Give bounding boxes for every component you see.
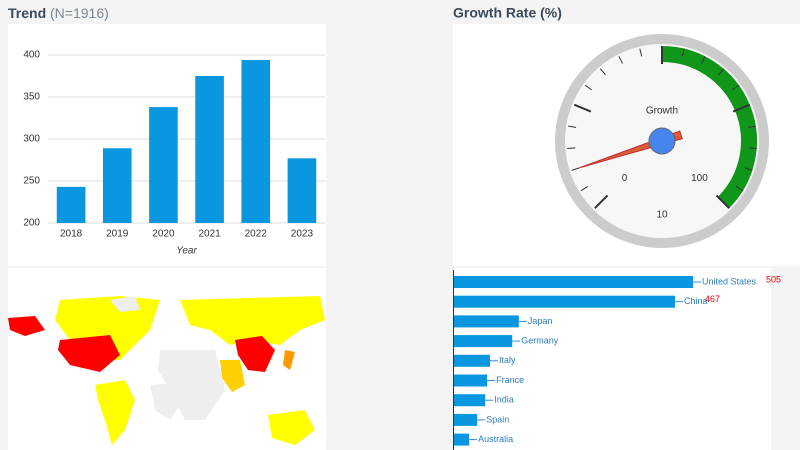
x-tick-label: 2019 — [106, 229, 129, 240]
y-tick-label: 250 — [23, 176, 40, 187]
bar — [195, 76, 224, 223]
gauge-minor-tick — [571, 167, 580, 171]
x-tick-label: 2021 — [198, 229, 221, 240]
y-tick-label: 200 — [23, 218, 40, 229]
gauge-minor-tick — [732, 103, 751, 113]
gauge-minor-tick — [701, 56, 706, 64]
gauge-minor-tick — [735, 186, 744, 192]
bar-label: India — [494, 395, 514, 405]
x-axis-label: Year — [176, 246, 197, 257]
bar — [56, 186, 86, 223]
gauge-minor-tick — [718, 68, 725, 76]
gauge-tick-label: 100 — [691, 173, 708, 184]
value-label: 505 — [766, 274, 781, 284]
value-label: 467 — [705, 294, 720, 304]
bar-label: China — [684, 296, 708, 306]
gauge-minor-tick — [748, 147, 757, 149]
gauge-minor-tick — [580, 186, 589, 192]
x-tick-label: 2018 — [60, 229, 83, 240]
gauge-minor-tick — [599, 68, 606, 76]
bar-label: Spain — [486, 414, 509, 424]
gauge-minor-tick — [747, 125, 756, 128]
bar — [454, 335, 513, 348]
bar-label: United States — [702, 276, 757, 286]
gauge-minor-tick — [732, 84, 740, 91]
bar-label: Australia — [478, 434, 513, 444]
bar-label: France — [496, 375, 524, 385]
bar — [454, 276, 693, 288]
trend-count: (N=1916) — [50, 5, 109, 21]
bar-label: Japan — [528, 316, 553, 326]
trend-title: Trend (N=1916) — [8, 5, 109, 21]
gauge-minor-tick — [594, 194, 609, 209]
gauge-minor-tick — [573, 103, 592, 113]
bar — [149, 107, 178, 223]
bar-label: Italy — [499, 355, 516, 365]
gauge-minor-tick — [618, 56, 623, 64]
bar — [102, 148, 132, 223]
world-map — [8, 296, 325, 445]
y-tick-label: 400 — [23, 50, 40, 61]
gauge-label: Growth — [646, 106, 678, 117]
gauge-tick-label: 0 — [622, 173, 628, 184]
bar — [454, 374, 488, 387]
x-tick-label: 2023 — [291, 229, 314, 240]
gauge-minor-tick — [568, 125, 577, 128]
bar — [454, 315, 519, 328]
bar-label: Germany — [521, 335, 559, 345]
gauge-minor-tick — [681, 48, 685, 57]
gauge-value: 10 — [656, 210, 668, 221]
gauge-minor-tick — [567, 147, 576, 149]
x-tick-label: 2020 — [152, 229, 175, 240]
gauge-minor-tick — [744, 167, 753, 171]
gauge-minor-tick — [584, 84, 592, 91]
gauge-minor-tick — [715, 194, 730, 209]
gauge-hub — [648, 127, 676, 155]
bar — [454, 295, 676, 308]
x-tick-label: 2022 — [245, 229, 268, 240]
growth-title: Growth Rate (%) — [453, 5, 562, 21]
trend-title-text: Trend — [8, 5, 46, 21]
bar — [241, 60, 271, 223]
y-tick-label: 350 — [23, 92, 40, 103]
bar — [454, 433, 470, 446]
gauge-minor-tick — [639, 48, 643, 57]
bar — [454, 394, 486, 407]
bar — [454, 354, 490, 367]
y-tick-label: 300 — [23, 134, 40, 145]
bar — [287, 158, 317, 223]
bar — [454, 413, 478, 426]
